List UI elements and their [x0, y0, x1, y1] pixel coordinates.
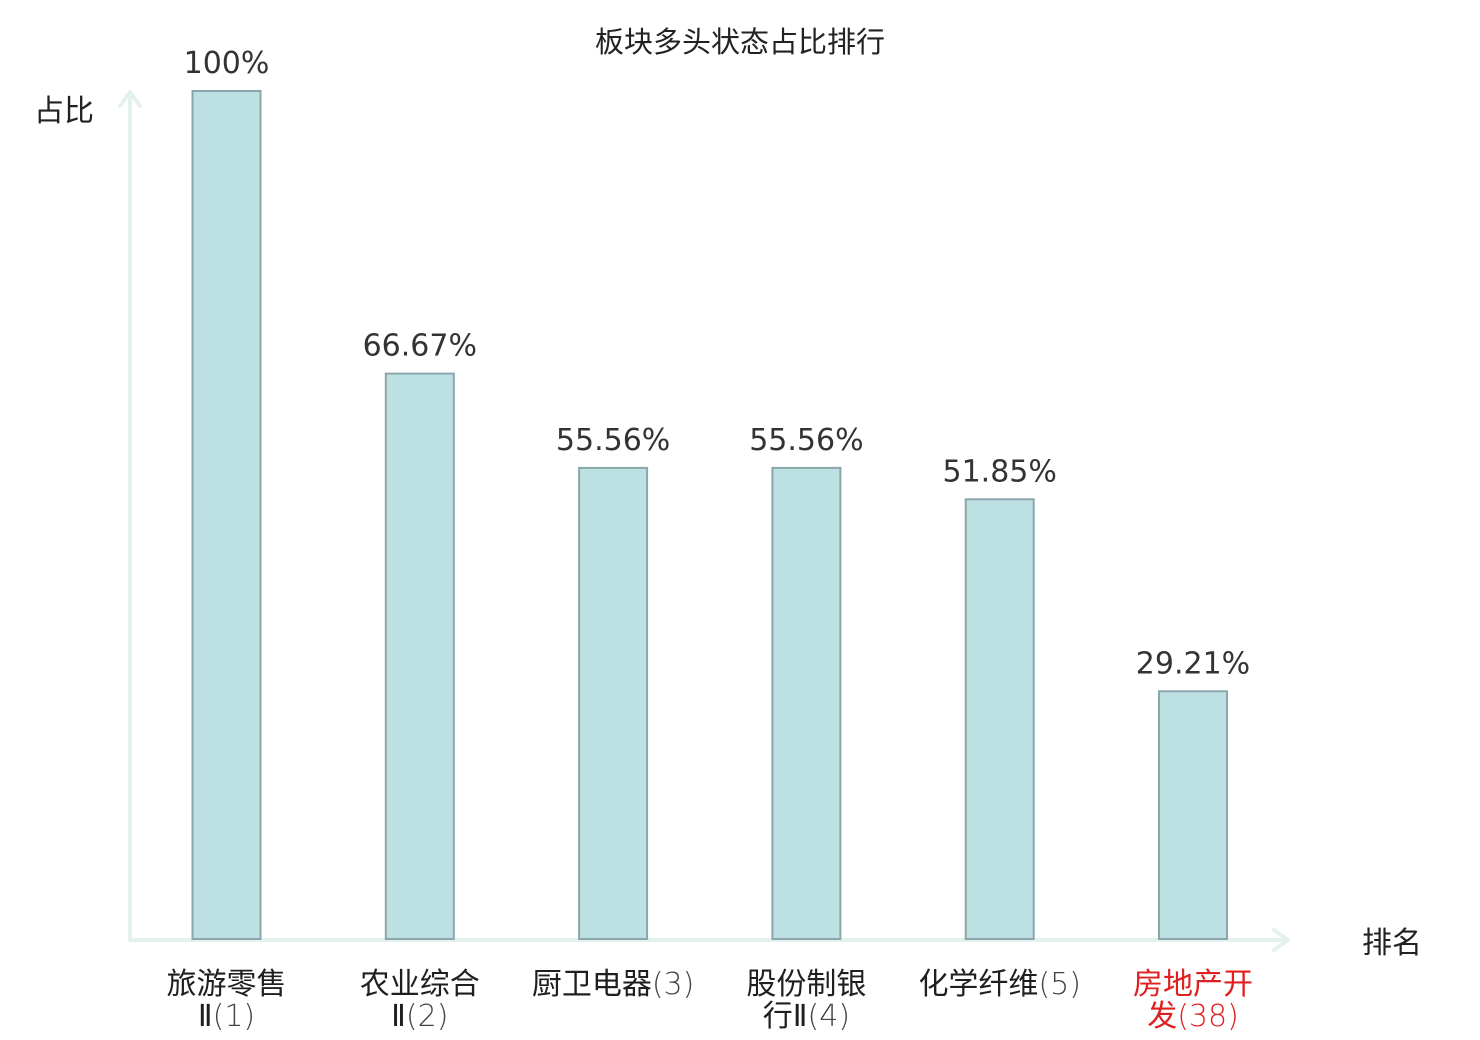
category-labels-group: 旅游零售 Ⅱ(1) 农业综合 Ⅱ(2) 厨卫电器(3) 股份制银行Ⅱ(4) 化学纤维(5) 房…	[167, 967, 1254, 1034]
category-label-4: 股份制银行Ⅱ(4)	[746, 967, 866, 1034]
bar-3	[578, 466, 649, 940]
value-label-3: 55.56%	[556, 423, 670, 458]
value-label-4: 55.56%	[749, 423, 863, 458]
x-axis-label: 排名	[1362, 926, 1422, 961]
category-label-3: 厨卫电器(3)	[532, 967, 695, 1002]
bar-4	[771, 466, 842, 940]
y-axis-label: 占比	[34, 94, 94, 129]
category-label-5: 化学纤维(5)	[918, 967, 1080, 1002]
bar-6	[1158, 690, 1228, 940]
x-axis	[128, 928, 1290, 952]
category-label-6: 房地产开发(38)	[1133, 967, 1253, 1034]
category-label-2: 农业综合 Ⅱ(2)	[360, 967, 480, 1034]
bar-2	[384, 372, 455, 941]
category-label-1: 旅游零售 Ⅱ(1)	[167, 967, 287, 1034]
value-label-6: 29.21%	[1136, 646, 1250, 681]
chart-title: 板块多头状态占比排行	[595, 25, 885, 59]
bars-group	[191, 90, 1228, 941]
y-axis	[118, 90, 142, 942]
value-labels-group: 100% 66.67% 55.56% 55.56% 51.85% 29.21%	[184, 46, 1251, 681]
value-label-1: 100%	[184, 46, 270, 81]
bar-5	[964, 498, 1035, 940]
value-label-2: 66.67%	[363, 329, 477, 364]
value-label-5: 51.85%	[943, 454, 1057, 489]
bar-1	[191, 90, 262, 940]
